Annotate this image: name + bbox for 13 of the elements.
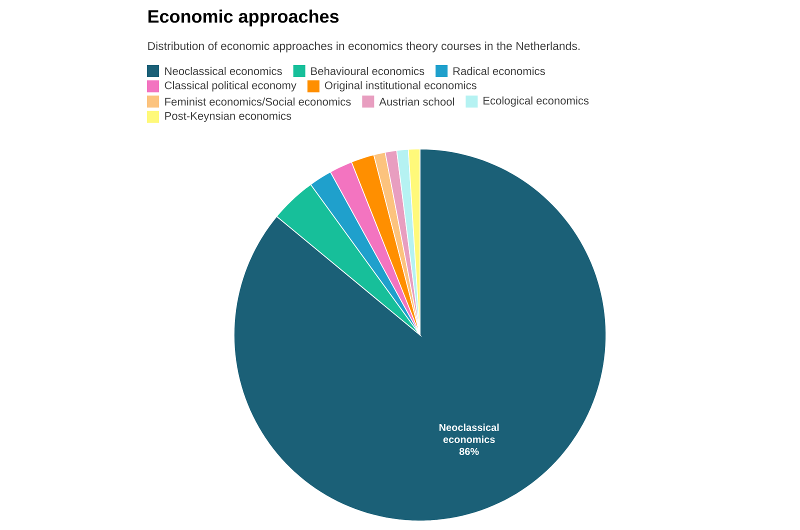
- chart-subtitle: Distribution of economic approaches in economics theory courses in the Netherlands.: [148, 42, 580, 52]
- legend-label: Post-Keynsian economics: [165, 112, 292, 122]
- chart-title: Economic approaches: [148, 10, 339, 26]
- legend-label: Feminist economics/Social economics: [165, 98, 351, 106]
- legend-label: Ecological economics: [484, 96, 589, 107]
- legend-label: Original institutional economics: [324, 81, 476, 92]
- data-label: 86%: [459, 448, 479, 456]
- legend-label: Neoclassical economics: [165, 66, 282, 76]
- legend-label: Behavioural economics: [311, 66, 424, 76]
- legend-label: Radical economics: [453, 66, 545, 76]
- legend-label: Austrian school: [379, 98, 454, 106]
- slice-label: Neoclassical economics: [439, 424, 499, 444]
- legend-label: Classical political economy: [164, 81, 296, 92]
